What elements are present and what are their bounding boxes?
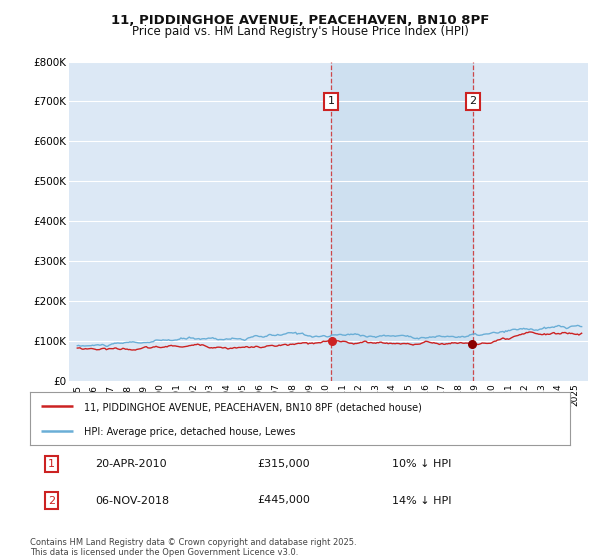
Text: £315,000: £315,000 — [257, 459, 310, 469]
Text: 14% ↓ HPI: 14% ↓ HPI — [392, 496, 451, 506]
Text: 1: 1 — [328, 96, 334, 106]
Text: 10% ↓ HPI: 10% ↓ HPI — [392, 459, 451, 469]
Text: 11, PIDDINGHOE AVENUE, PEACEHAVEN, BN10 8PF: 11, PIDDINGHOE AVENUE, PEACEHAVEN, BN10 … — [111, 14, 489, 27]
Text: 20-APR-2010: 20-APR-2010 — [95, 459, 166, 469]
Text: 1: 1 — [48, 459, 55, 469]
Text: 06-NOV-2018: 06-NOV-2018 — [95, 496, 169, 506]
Text: Price paid vs. HM Land Registry's House Price Index (HPI): Price paid vs. HM Land Registry's House … — [131, 25, 469, 38]
Text: £445,000: £445,000 — [257, 496, 310, 506]
Text: 2: 2 — [469, 96, 476, 106]
Text: 11, PIDDINGHOE AVENUE, PEACEHAVEN, BN10 8PF (detached house): 11, PIDDINGHOE AVENUE, PEACEHAVEN, BN10 … — [84, 403, 422, 412]
Point — [467, 339, 477, 348]
Text: HPI: Average price, detached house, Lewes: HPI: Average price, detached house, Lewe… — [84, 427, 295, 437]
Point — [327, 337, 337, 346]
Bar — [331, 62, 473, 381]
Text: 2: 2 — [48, 496, 55, 506]
Text: Contains HM Land Registry data © Crown copyright and database right 2025.
This d: Contains HM Land Registry data © Crown c… — [30, 538, 356, 557]
